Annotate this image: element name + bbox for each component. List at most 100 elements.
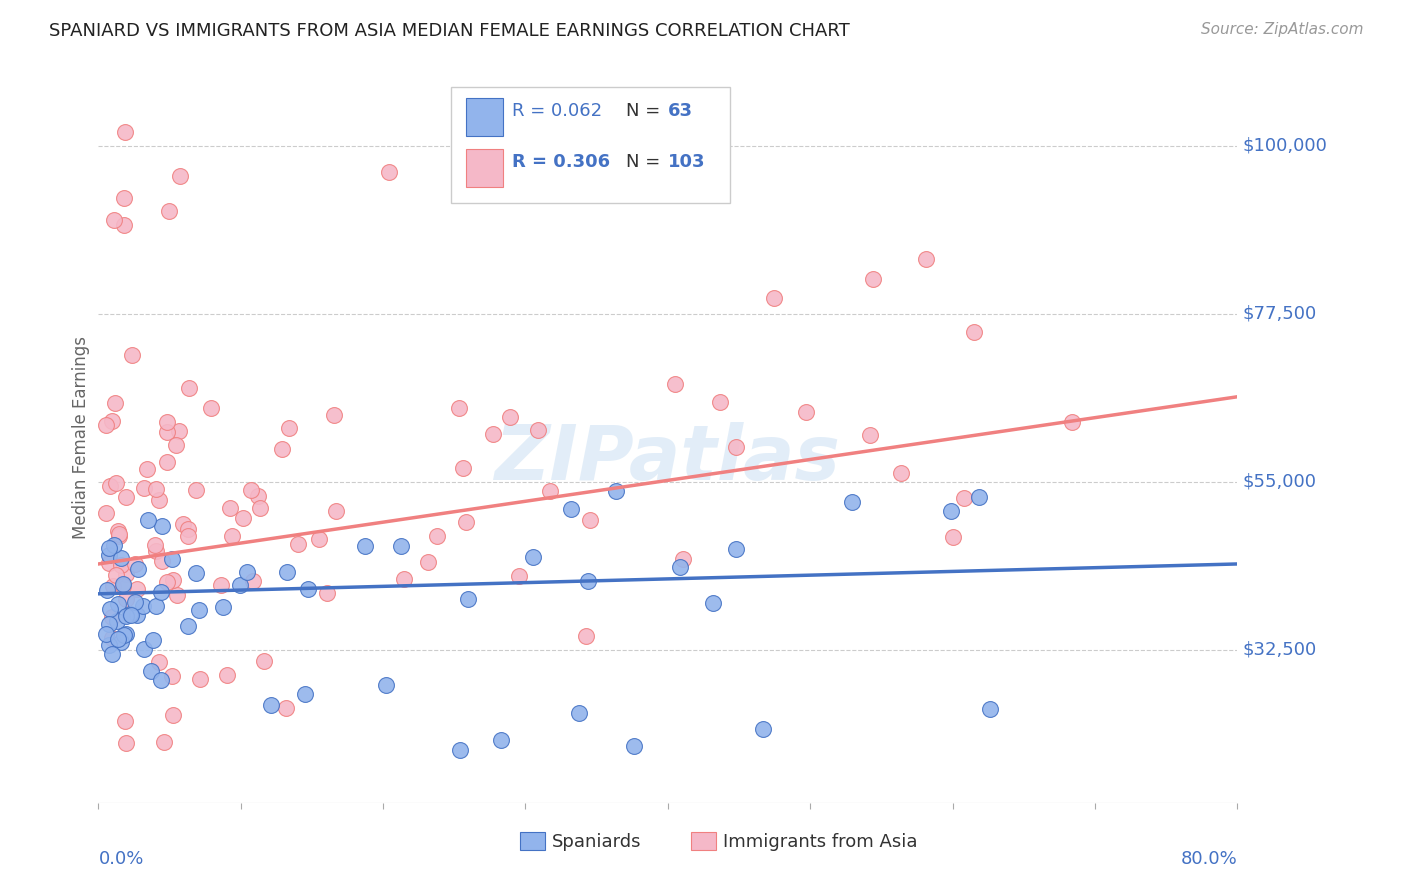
Point	[200, 401, 222, 416]
Point	[112, 577, 135, 591]
Point	[107, 524, 129, 538]
Point	[103, 579, 125, 593]
Point	[623, 739, 645, 753]
Point	[249, 500, 271, 515]
Point	[294, 687, 316, 701]
Point	[124, 557, 146, 571]
Point	[114, 126, 136, 140]
Point	[221, 529, 243, 543]
Point	[939, 504, 962, 518]
Point	[246, 490, 269, 504]
Point	[104, 396, 127, 410]
Text: 0.0%: 0.0%	[98, 850, 143, 868]
Point	[107, 632, 129, 647]
Point	[454, 515, 477, 529]
Text: N =: N =	[626, 102, 659, 120]
Point	[522, 550, 544, 565]
Text: 63: 63	[668, 102, 693, 120]
Point	[323, 409, 346, 423]
Text: Source: ZipAtlas.com: Source: ZipAtlas.com	[1201, 22, 1364, 37]
Point	[105, 476, 128, 491]
Point	[125, 608, 148, 623]
Point	[141, 664, 163, 678]
Point	[374, 678, 396, 692]
Point	[568, 706, 591, 720]
Point	[229, 578, 252, 592]
Point	[389, 539, 412, 553]
Point	[127, 562, 149, 576]
Point	[156, 574, 179, 589]
Point	[232, 510, 254, 524]
Point	[725, 440, 748, 454]
Point	[177, 381, 200, 395]
Point	[105, 568, 128, 582]
Text: $55,000: $55,000	[1243, 473, 1317, 491]
Point	[710, 161, 733, 175]
Point	[132, 599, 155, 613]
Point	[145, 482, 167, 496]
Point	[114, 714, 136, 728]
Point	[963, 325, 986, 339]
Point	[166, 588, 188, 602]
Point	[449, 743, 471, 757]
Point	[664, 377, 686, 392]
Point	[499, 409, 522, 424]
Bar	[690, 832, 716, 850]
Point	[111, 579, 134, 593]
Point	[239, 483, 262, 498]
Point	[794, 405, 817, 419]
Point	[101, 647, 124, 661]
Point	[212, 599, 235, 614]
Point	[112, 191, 135, 205]
Point	[98, 639, 121, 653]
Point	[153, 734, 176, 748]
Point	[451, 461, 474, 475]
Point	[165, 438, 187, 452]
Point	[576, 574, 599, 588]
Point	[136, 462, 159, 476]
Point	[967, 491, 990, 505]
Point	[145, 543, 167, 558]
Point	[489, 733, 512, 747]
Point	[155, 425, 177, 439]
Point	[392, 572, 415, 586]
Point	[508, 569, 530, 583]
Point	[763, 291, 786, 305]
Point	[1062, 415, 1084, 429]
Point	[115, 627, 138, 641]
Point	[297, 582, 319, 596]
Point	[278, 421, 301, 435]
Point	[94, 627, 117, 641]
Point	[98, 541, 121, 555]
Point	[219, 501, 242, 516]
Point	[112, 218, 135, 232]
Point	[148, 493, 170, 508]
Point	[862, 272, 884, 286]
Point	[186, 566, 208, 581]
Text: $100,000: $100,000	[1243, 137, 1327, 155]
Point	[447, 401, 470, 415]
Text: 103: 103	[668, 153, 706, 171]
Point	[167, 424, 190, 438]
Point	[115, 608, 138, 623]
Point	[136, 513, 159, 527]
Point	[103, 212, 125, 227]
Point	[605, 484, 627, 499]
Point	[101, 610, 124, 624]
Text: R = 0.062: R = 0.062	[512, 102, 602, 120]
Bar	[520, 832, 546, 850]
Y-axis label: Median Female Earnings: Median Female Earnings	[72, 335, 90, 539]
Point	[276, 566, 298, 580]
Point	[150, 554, 173, 568]
Point	[100, 631, 122, 645]
Point	[859, 428, 882, 442]
Point	[114, 490, 136, 504]
Point	[841, 495, 863, 509]
Point	[132, 481, 155, 495]
Point	[101, 414, 124, 428]
Point	[110, 558, 132, 572]
Point	[188, 603, 211, 617]
Point	[560, 502, 582, 516]
Point	[953, 491, 976, 505]
Point	[325, 504, 347, 518]
